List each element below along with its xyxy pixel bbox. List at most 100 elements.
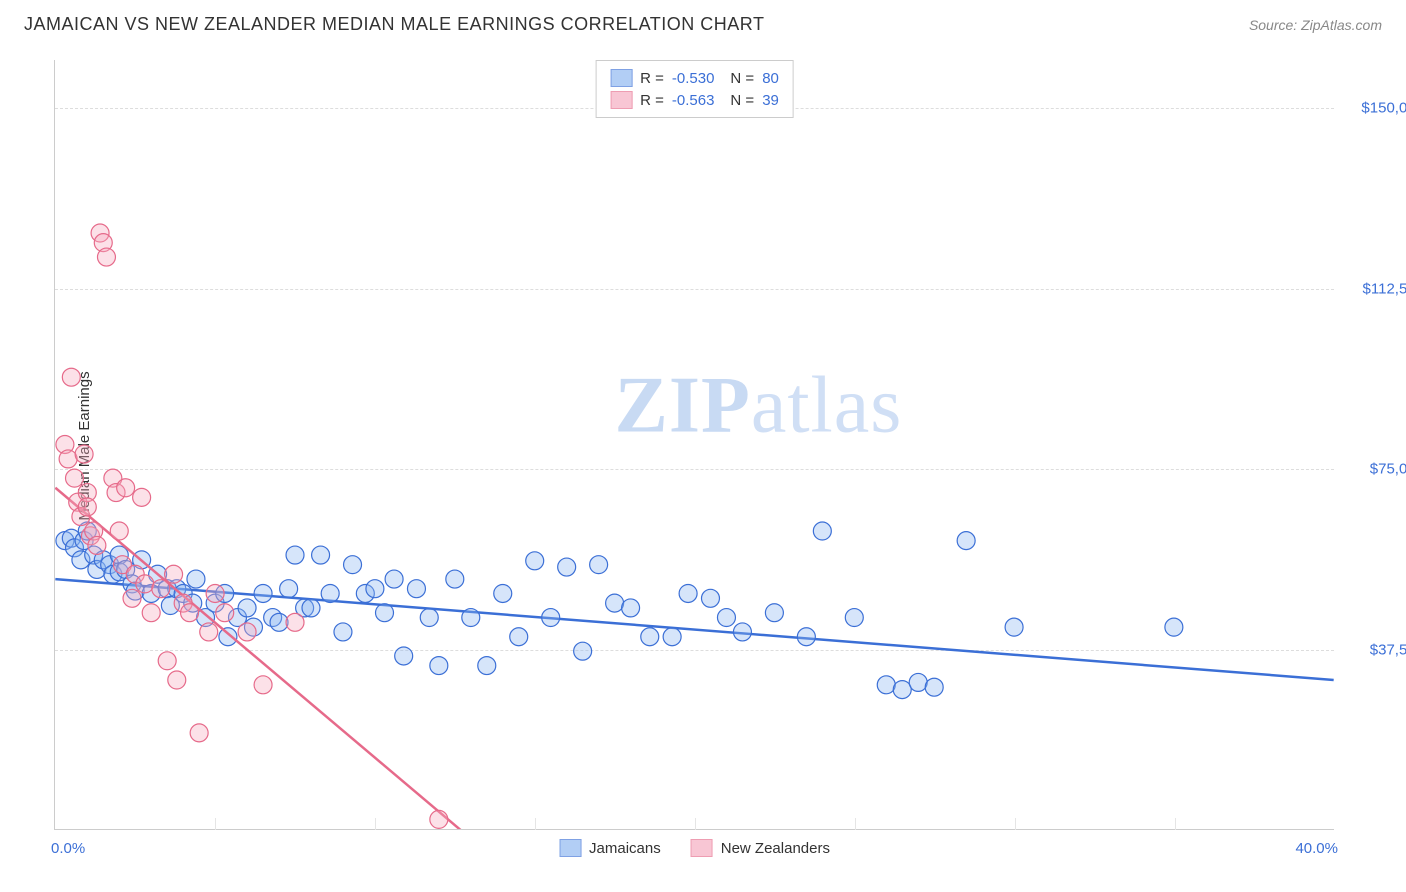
legend-n-value: 39: [762, 92, 779, 109]
legend-r-label: R =: [640, 70, 664, 87]
data-point-blue: [717, 609, 735, 627]
data-point-pink: [152, 580, 170, 598]
data-point-blue: [312, 546, 330, 564]
data-point-blue: [344, 556, 362, 574]
legend-bottom: Jamaicans New Zealanders: [559, 839, 830, 857]
data-point-pink: [62, 368, 80, 386]
data-point-pink: [142, 604, 160, 622]
data-point-blue: [765, 604, 783, 622]
data-point-blue: [957, 532, 975, 550]
y-tick-label: $112,500: [1344, 280, 1406, 297]
x-tick-max: 40.0%: [1295, 840, 1338, 857]
data-point-blue: [797, 628, 815, 646]
data-point-pink: [123, 589, 141, 607]
data-point-blue: [478, 657, 496, 675]
data-point-pink: [181, 604, 199, 622]
data-point-pink: [430, 810, 448, 828]
data-point-blue: [877, 676, 895, 694]
y-tick-label: $37,500: [1344, 641, 1406, 658]
data-point-pink: [78, 498, 96, 516]
data-point-pink: [168, 671, 186, 689]
data-point-blue: [238, 599, 256, 617]
data-point-blue: [254, 585, 272, 603]
chart-area: ZIPatlas R = -0.530 N = 80 R = -0.563 N …: [54, 60, 1334, 830]
chart-title: JAMAICAN VS NEW ZEALANDER MEDIAN MALE EA…: [24, 14, 764, 35]
legend-swatch-icon: [610, 91, 632, 109]
data-point-pink: [286, 613, 304, 631]
data-point-blue: [622, 599, 640, 617]
data-point-blue: [219, 628, 237, 646]
data-point-blue: [558, 558, 576, 576]
legend-r-value: -0.530: [672, 70, 715, 87]
data-point-blue: [925, 678, 943, 696]
legend-swatch-icon: [610, 69, 632, 87]
data-point-blue: [701, 589, 719, 607]
data-point-blue: [430, 657, 448, 675]
data-point-blue: [334, 623, 352, 641]
data-point-blue: [813, 522, 831, 540]
data-point-blue: [366, 580, 384, 598]
data-point-blue: [280, 580, 298, 598]
legend-bottom-label: New Zealanders: [721, 840, 830, 857]
legend-bottom-item: New Zealanders: [691, 839, 830, 857]
data-point-blue: [663, 628, 681, 646]
data-point-pink: [75, 445, 93, 463]
legend-swatch-icon: [559, 839, 581, 857]
data-point-blue: [385, 570, 403, 588]
legend-bottom-item: Jamaicans: [559, 839, 661, 857]
data-point-pink: [133, 488, 151, 506]
data-point-blue: [420, 609, 438, 627]
data-point-blue: [376, 604, 394, 622]
y-tick-label: $75,000: [1344, 461, 1406, 478]
data-point-blue: [1165, 618, 1183, 636]
source-label: Source: ZipAtlas.com: [1249, 17, 1382, 33]
legend-n-label: N =: [730, 92, 754, 109]
data-point-pink: [238, 623, 256, 641]
data-point-blue: [510, 628, 528, 646]
data-point-blue: [270, 613, 288, 631]
data-point-blue: [679, 585, 697, 603]
legend-row: R = -0.530 N = 80: [610, 67, 779, 89]
data-point-pink: [88, 536, 106, 554]
legend-row: R = -0.563 N = 39: [610, 89, 779, 111]
data-point-pink: [97, 248, 115, 266]
data-point-blue: [302, 599, 320, 617]
data-point-blue: [1005, 618, 1023, 636]
data-point-blue: [321, 585, 339, 603]
legend-n-value: 80: [762, 70, 779, 87]
legend-r-value: -0.563: [672, 92, 715, 109]
data-point-blue: [407, 580, 425, 598]
data-point-pink: [136, 575, 154, 593]
data-point-pink: [59, 450, 77, 468]
data-point-blue: [574, 642, 592, 660]
data-point-pink: [206, 585, 224, 603]
data-point-pink: [110, 522, 128, 540]
data-point-blue: [845, 609, 863, 627]
data-point-pink: [165, 565, 183, 583]
data-point-blue: [286, 546, 304, 564]
data-point-pink: [254, 676, 272, 694]
legend-n-label: N =: [730, 70, 754, 87]
data-point-pink: [66, 469, 84, 487]
scatter-plot: [55, 60, 1334, 829]
x-tick-min: 0.0%: [51, 840, 85, 857]
data-point-pink: [190, 724, 208, 742]
legend-top: R = -0.530 N = 80 R = -0.563 N = 39: [595, 60, 794, 118]
data-point-pink: [200, 623, 218, 641]
data-point-blue: [446, 570, 464, 588]
data-point-blue: [462, 609, 480, 627]
data-point-blue: [893, 681, 911, 699]
data-point-pink: [216, 604, 234, 622]
data-point-blue: [542, 609, 560, 627]
data-point-blue: [494, 585, 512, 603]
data-point-blue: [187, 570, 205, 588]
data-point-blue: [606, 594, 624, 612]
data-point-pink: [158, 652, 176, 670]
data-point-blue: [909, 673, 927, 691]
y-tick-label: $150,000: [1344, 100, 1406, 117]
data-point-blue: [526, 552, 544, 570]
data-point-pink: [117, 479, 135, 497]
data-point-blue: [395, 647, 413, 665]
legend-r-label: R =: [640, 92, 664, 109]
legend-bottom-label: Jamaicans: [589, 840, 661, 857]
